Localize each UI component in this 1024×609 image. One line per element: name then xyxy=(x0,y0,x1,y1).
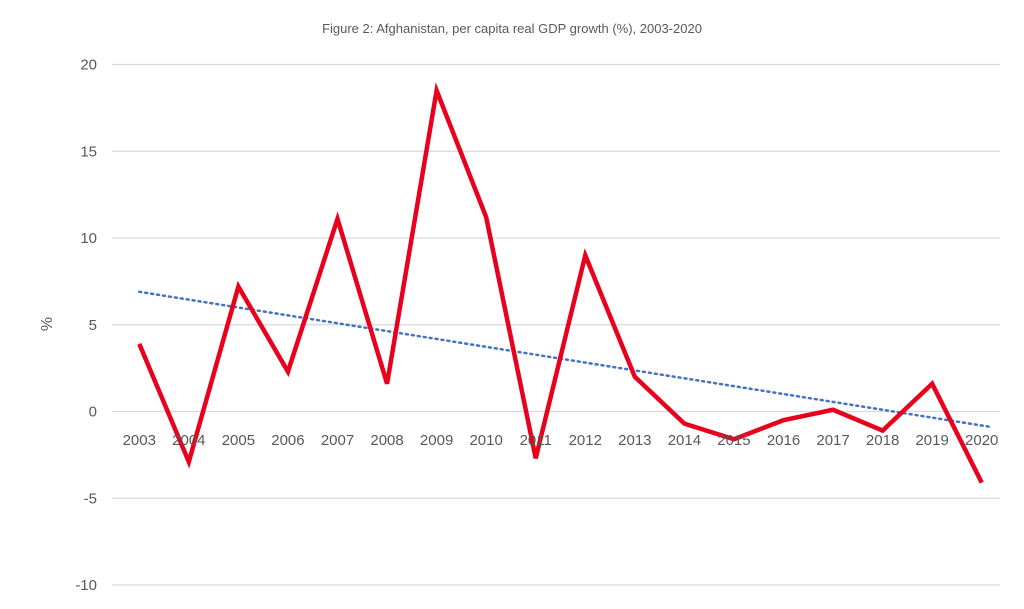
x-tick-label: 2008 xyxy=(370,432,403,449)
x-tick-label: 2009 xyxy=(420,432,453,449)
y-axis-label: % xyxy=(39,317,56,331)
y-tick-label: -5 xyxy=(84,490,97,507)
y-tick-label: -10 xyxy=(75,577,97,594)
x-tick-label: 2019 xyxy=(915,432,948,449)
y-tick-label: 5 xyxy=(89,317,97,334)
y-tick-label: 15 xyxy=(80,143,97,160)
x-tick-label: 2004 xyxy=(172,432,205,449)
x-tick-label: 2005 xyxy=(222,432,255,449)
series-group xyxy=(137,82,984,484)
x-tick-label: 2006 xyxy=(271,432,304,449)
gridlines xyxy=(112,63,1000,586)
x-tick-label: 2013 xyxy=(618,432,651,449)
x-tick-label: 2020 xyxy=(965,432,998,449)
y-axis-ticks: 20 15 10 5 0 -5 -10 xyxy=(75,57,97,595)
x-tick-label: 2015 xyxy=(717,432,750,449)
x-tick-label: 2018 xyxy=(866,432,899,449)
x-tick-label: 2011 xyxy=(520,432,552,449)
x-tick-label: 2012 xyxy=(569,432,602,449)
x-tick-label: 2007 xyxy=(321,432,354,449)
x-tick-label: 2014 xyxy=(668,432,701,449)
y-tick-label: 20 xyxy=(80,57,97,74)
y-tick-label: 0 xyxy=(89,404,97,421)
x-axis-ticks: 2003 2004 2005 2006 2007 2008 2009 2010 2011 2012… xyxy=(123,432,999,449)
x-tick-label: 2017 xyxy=(816,432,849,449)
x-tick-label: 2003 xyxy=(123,432,156,449)
chart-title: Figure 2: Afghanistan, per capita real G… xyxy=(322,21,702,36)
y-tick-label: 10 xyxy=(80,230,97,247)
trendline xyxy=(138,290,991,429)
x-tick-label: 2016 xyxy=(767,432,800,449)
x-tick-label: 2010 xyxy=(469,432,502,449)
series-line xyxy=(137,82,984,484)
trendline-group xyxy=(138,290,991,429)
